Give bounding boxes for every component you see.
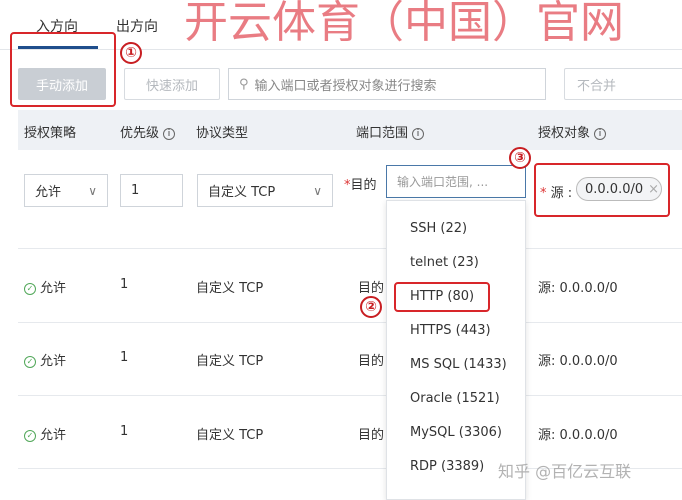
source-label: 源 : xyxy=(550,186,573,201)
quick-add-button[interactable]: 快速添加 xyxy=(124,68,220,100)
check-circle-icon: ✓ xyxy=(24,282,36,295)
header-port: 端口范围 i xyxy=(356,122,425,141)
row-divider xyxy=(18,248,682,249)
table-header xyxy=(18,110,682,150)
priority-input[interactable]: 1 xyxy=(120,174,183,207)
option-mssql[interactable]: MS SQL (1433) xyxy=(410,357,507,372)
row-divider xyxy=(18,468,682,469)
option-rdp[interactable]: RDP (3389) xyxy=(410,459,485,474)
tabs-divider xyxy=(0,49,682,50)
policy-select[interactable]: 允许 ∨ xyxy=(24,174,108,207)
check-circle-icon: ✓ xyxy=(24,429,36,442)
option-mysql[interactable]: MySQL (3306) xyxy=(410,425,502,440)
option-ssh[interactable]: SSH (22) xyxy=(410,221,468,236)
row-divider xyxy=(18,395,682,396)
manual-add-button[interactable]: 手动添加 xyxy=(18,68,106,100)
annotation-number-2: ② xyxy=(360,296,382,318)
header-priority: 优先级 i xyxy=(120,122,176,141)
annotation-box-1 xyxy=(10,32,116,107)
search-input[interactable]: ⚲ 输入端口或者授权对象进行搜索 xyxy=(228,68,546,100)
annotation-number-1: ① xyxy=(120,42,142,64)
watermark-top: 开云体育（中国）官网 xyxy=(184,0,624,48)
source-tag[interactable]: 0.0.0.0/0 × xyxy=(576,177,662,201)
protocol-select[interactable]: 自定义 TCP ∨ xyxy=(197,174,333,207)
search-icon: ⚲ xyxy=(239,76,249,92)
close-icon[interactable]: × xyxy=(648,181,660,197)
tab-inbound[interactable]: 入方向 xyxy=(36,19,78,35)
annotation-box-3 xyxy=(534,163,670,217)
header-policy: 授权策略 xyxy=(24,126,77,141)
port-label: 目的 xyxy=(350,178,377,193)
chevron-down-icon: ∨ xyxy=(313,183,322,198)
annotation-number-3: ③ xyxy=(509,147,531,169)
row-divider xyxy=(18,322,682,323)
required-mark: * xyxy=(540,186,551,201)
info-icon[interactable]: i xyxy=(163,127,176,140)
chevron-down-icon: ∨ xyxy=(88,183,97,198)
info-icon[interactable]: i xyxy=(594,127,607,140)
active-tab-indicator xyxy=(18,46,98,49)
port-dropdown: SSH (22) telnet (23) HTTP (80) HTTPS (44… xyxy=(386,200,526,500)
option-oracle[interactable]: Oracle (1521) xyxy=(410,391,500,406)
port-range-input[interactable]: 输入端口范围, ... xyxy=(386,165,526,198)
tab-outbound[interactable]: 出方向 xyxy=(116,19,158,35)
merge-select[interactable]: 不合并 xyxy=(564,68,682,100)
watermark-bottom: 知乎 @百亿云互联 xyxy=(498,462,632,481)
option-telnet[interactable]: telnet (23) xyxy=(410,255,479,270)
required-mark: * xyxy=(344,178,351,193)
header-protocol: 协议类型 xyxy=(196,126,249,141)
annotation-box-2 xyxy=(394,282,490,312)
search-placeholder: 输入端口或者授权对象进行搜索 xyxy=(254,78,437,94)
option-https[interactable]: HTTPS (443) xyxy=(410,323,491,338)
info-icon[interactable]: i xyxy=(412,127,425,140)
option-http[interactable]: HTTP (80) xyxy=(410,289,475,304)
header-source: 授权对象 i xyxy=(538,122,607,141)
check-circle-icon: ✓ xyxy=(24,355,36,368)
